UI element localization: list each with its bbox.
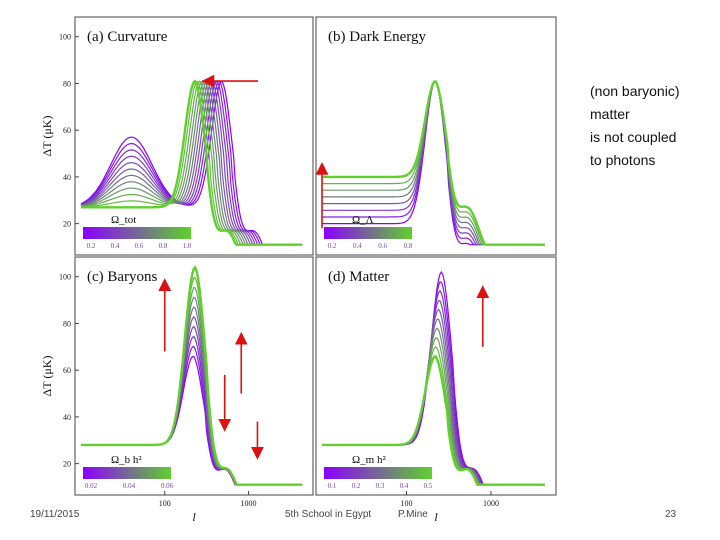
colorbar-tick-label: 0.4 (400, 482, 409, 490)
colorbar (83, 467, 171, 479)
colorbar-tick-label: 0.02 (85, 482, 98, 490)
footer-event: 5th School in Egypt (285, 509, 372, 520)
panel-top-left: (a) Curvature 20 40 60 80 100 ΔT (μK) Ω_tot 0.2 0… (40, 16, 314, 256)
note-line-2: matter (590, 106, 630, 122)
x-tick-label: 100 (400, 499, 412, 508)
panel-title: (b) Dark Energy (328, 29, 427, 45)
colorbar-label: Ω_m h² (352, 454, 386, 466)
x-tick-label: 1000 (483, 499, 499, 508)
colorbar-tick-label: 0.06 (161, 482, 174, 490)
colorbar-tick-label: 0.6 (378, 242, 387, 250)
y-axis-label: ΔT (μK) (40, 116, 54, 157)
colorbar-tick-label: 0.8 (404, 242, 413, 250)
panel-title: (d) Matter (328, 269, 389, 285)
y-tick-label: 80 (63, 79, 71, 88)
y-tick-label: 20 (63, 460, 71, 469)
colorbar-tick-label: 0.6 (135, 242, 144, 250)
panel-title: (c) Baryons (87, 269, 158, 285)
page-number: 23 (665, 509, 677, 520)
colorbar-tick-label: 1.0 (183, 242, 192, 250)
colorbar-label: Ω_b h² (111, 454, 142, 466)
panel-frame (315, 16, 557, 256)
y-tick-label: 60 (63, 366, 71, 375)
y-tick-label: 20 (63, 220, 71, 229)
colorbar-tick-label: 0.4 (353, 242, 362, 250)
footer-author: P.Mine (398, 509, 428, 520)
colorbar-tick-label: 0.8 (159, 242, 168, 250)
note-line-4: to photons (590, 152, 656, 168)
x-tick-label: 100 (159, 499, 171, 508)
footer-date: 19/11/2015 (30, 509, 80, 520)
colorbar (83, 227, 191, 239)
panel-bottom-left: (c) Baryons 20 40 60 80 100 ΔT (μK) 100 1000 l Ω_b… (40, 256, 314, 524)
y-tick-label: 40 (63, 173, 71, 182)
colorbar-tick-label: 0.2 (352, 482, 361, 490)
note-line-3: is not coupled (590, 129, 677, 145)
x-axis-label: l (192, 510, 196, 524)
colorbar-label: Ω_Λ (352, 214, 374, 226)
note-line-1: (non baryonic) (590, 83, 680, 99)
x-tick-label: 1000 (240, 499, 256, 508)
panel-title: (a) Curvature (87, 29, 168, 45)
colorbar-tick-label: 0.3 (376, 482, 385, 490)
colorbar-tick-label: 0.2 (87, 242, 96, 250)
colorbar (324, 467, 432, 479)
colorbar-tick-label: 0.04 (123, 482, 136, 490)
colorbar (324, 227, 412, 239)
panel-bottom-right: (d) Matter 100 1000 l Ω_m h² 0.1 0.2 0.3 0.4 0.5 (315, 256, 557, 524)
colorbar-tick-label: 0.1 (328, 482, 337, 490)
annotation-note: (non baryonic) matter is not coupled to … (590, 80, 715, 172)
colorbar-tick-label: 0.2 (328, 242, 337, 250)
panel-top-right: (b) Dark Energy Ω_Λ 0.2 0.4 0.6 0.8 (315, 16, 557, 256)
series-line (322, 355, 545, 486)
colorbar-tick-label: 0.4 (111, 242, 120, 250)
y-tick-label: 100 (59, 273, 71, 282)
panel-frame (74, 256, 314, 496)
colorbar-label: Ω_tot (111, 214, 136, 226)
y-tick-label: 100 (59, 33, 71, 42)
y-tick-label: 60 (63, 126, 71, 135)
series-line (322, 80, 545, 246)
y-tick-label: 40 (63, 413, 71, 422)
y-axis-label: ΔT (μK) (40, 356, 54, 397)
series-line (81, 79, 303, 246)
series-line (81, 265, 303, 486)
y-tick-label: 80 (63, 319, 71, 328)
colorbar-tick-label: 0.5 (424, 482, 433, 490)
x-axis-label: l (434, 510, 438, 524)
